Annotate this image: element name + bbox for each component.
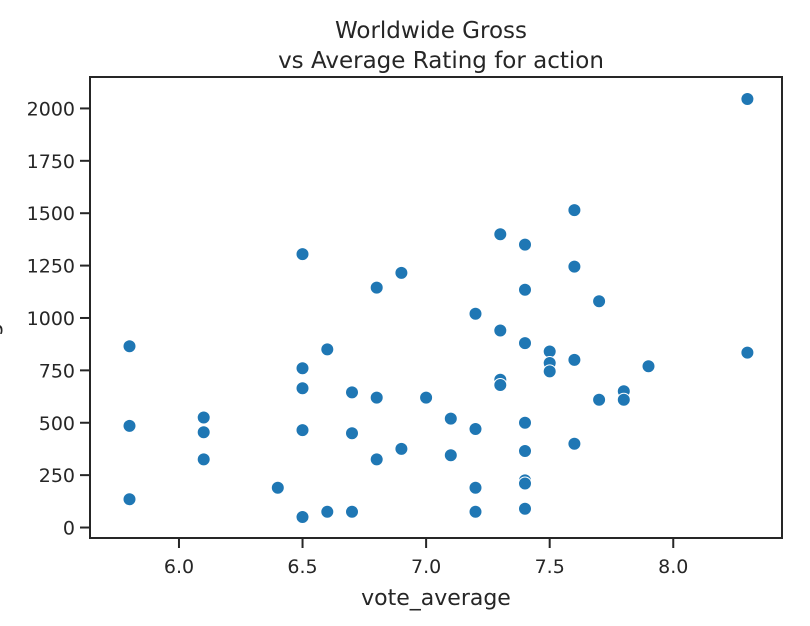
data-point-18 <box>369 390 384 405</box>
data-point-13 <box>320 504 335 519</box>
data-point-53 <box>740 92 755 106</box>
data-point-19 <box>369 452 384 467</box>
data-point-26 <box>468 422 483 436</box>
data-point-14 <box>345 385 359 400</box>
y-tick-label-6: 1500 <box>27 203 75 225</box>
data-point-30 <box>493 323 508 338</box>
y-tick-label-4: 1000 <box>27 308 75 330</box>
data-point-24 <box>443 448 458 463</box>
data-point-54 <box>740 345 755 360</box>
x-tick-label-3: 7.5 <box>535 556 565 578</box>
points-layer <box>122 92 755 524</box>
data-point-7 <box>295 247 310 262</box>
data-point-33 <box>518 237 532 252</box>
y-axis-label: gross <box>0 278 4 337</box>
x-tick-label-0: 6.0 <box>164 556 194 578</box>
y-tick-label-1: 250 <box>39 465 75 487</box>
data-point-44 <box>567 203 582 218</box>
data-point-28 <box>468 504 483 519</box>
data-point-22 <box>419 390 434 405</box>
data-point-40 <box>518 501 532 516</box>
data-point-43 <box>542 364 557 379</box>
x-axis-label: vote_average <box>361 586 511 611</box>
data-point-17 <box>369 280 384 295</box>
data-point-12 <box>320 342 335 357</box>
data-point-46 <box>567 352 582 367</box>
data-point-27 <box>468 480 483 495</box>
data-point-37 <box>518 444 532 458</box>
data-point-29 <box>493 227 508 242</box>
data-point-47 <box>567 436 582 451</box>
x-axis-ticks: 6.0 6.5 7.0 7.5 8.0 <box>164 538 688 578</box>
data-point-49 <box>592 392 607 407</box>
data-point-51 <box>616 392 631 407</box>
y-tick-label-5: 1250 <box>27 256 75 278</box>
data-point-0 <box>122 339 137 354</box>
chart-title-line-1: Worldwide Gross <box>335 18 527 44</box>
x-tick-label-2: 7.0 <box>411 556 441 578</box>
data-point-32 <box>493 378 508 392</box>
y-tick-label-7: 1750 <box>27 151 75 173</box>
data-point-20 <box>394 265 409 280</box>
data-point-36 <box>518 415 532 430</box>
plot-frame <box>89 76 783 539</box>
data-point-45 <box>567 259 582 274</box>
data-point-4 <box>196 425 211 440</box>
data-point-5 <box>196 452 211 467</box>
data-point-23 <box>443 411 458 426</box>
data-point-34 <box>518 282 532 297</box>
y-axis-ticks: 0 250 500 750 1000 1250 1500 1750 2000 <box>27 98 90 540</box>
data-point-6 <box>270 480 285 495</box>
data-point-39 <box>518 476 532 491</box>
data-point-3 <box>196 410 211 425</box>
data-point-8 <box>295 361 310 376</box>
y-tick-label-2: 500 <box>39 413 75 435</box>
x-tick-label-1: 6.5 <box>287 556 317 578</box>
data-point-48 <box>592 294 607 309</box>
data-point-11 <box>295 510 310 524</box>
data-point-10 <box>295 423 310 438</box>
data-point-21 <box>394 441 409 456</box>
x-tick-label-4: 8.0 <box>658 556 688 578</box>
data-point-1 <box>122 418 137 433</box>
data-point-9 <box>295 381 310 396</box>
data-point-35 <box>518 336 532 351</box>
data-point-16 <box>345 504 359 519</box>
data-point-2 <box>122 492 137 507</box>
y-tick-label-8: 2000 <box>27 98 75 120</box>
y-tick-label-0: 0 <box>63 518 75 540</box>
data-point-25 <box>468 306 483 321</box>
data-point-15 <box>345 426 359 441</box>
chart-title-line-2: vs Average Rating for action <box>278 48 604 74</box>
data-point-52 <box>641 359 656 374</box>
y-tick-label-3: 750 <box>39 360 75 382</box>
